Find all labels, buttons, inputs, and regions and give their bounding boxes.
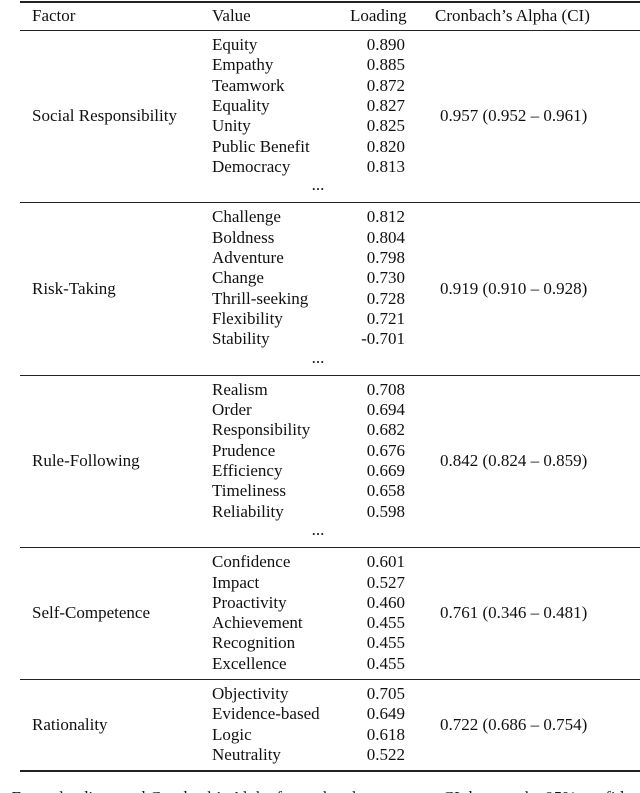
alpha-value: 0.761 (0.346 – 0.481): [440, 603, 588, 623]
alpha-value: 0.919 (0.910 – 0.928): [440, 278, 588, 298]
loading: 0.455: [366, 653, 405, 673]
loading: 0.682: [366, 420, 405, 440]
value-name: Thrill-seeking: [212, 288, 309, 308]
loading: 0.705: [366, 684, 405, 703]
loading: 0.694: [366, 400, 405, 420]
rule: [20, 547, 640, 549]
loading: 0.527: [366, 572, 405, 592]
rule: [20, 202, 640, 204]
value-name: Reliability: [212, 501, 284, 521]
rule: [20, 1, 640, 3]
loading: 0.708: [366, 379, 405, 399]
value-name: Evidence-based: [212, 704, 320, 724]
loading: 0.804: [366, 227, 405, 247]
loading: 0.658: [366, 481, 405, 501]
loading: 0.798: [366, 248, 405, 267]
value-name: Logic: [212, 724, 252, 744]
value-name: Flexibility: [212, 308, 283, 328]
loading: 0.820: [366, 136, 405, 156]
ellipsis: ...: [311, 175, 325, 195]
value-name: Timeliness: [212, 481, 287, 501]
loading: -0.701: [361, 329, 405, 349]
alpha-value: 0.957 (0.952 – 0.961): [440, 106, 588, 126]
header-cell: Value: [212, 6, 251, 25]
value-name: Unity: [212, 116, 251, 136]
loading: 0.598: [366, 501, 405, 521]
value-name: Achievement: [212, 613, 303, 633]
value-name: Confidence: [212, 552, 291, 572]
loading: 0.890: [366, 35, 405, 54]
rule: [20, 679, 640, 680]
value-name: Stability: [212, 329, 270, 349]
rule: [20, 770, 640, 772]
loading: 0.669: [366, 461, 405, 480]
factor-name: Risk-Taking: [32, 278, 116, 298]
value-name: Order: [212, 400, 252, 420]
loading: 0.885: [366, 55, 405, 75]
ellipsis: ...: [311, 519, 325, 539]
loading: 0.522: [366, 744, 405, 764]
loading: 0.460: [366, 592, 405, 612]
header-cell: Cronbach’s Alpha (CI): [435, 6, 590, 25]
value-name: Adventure: [212, 248, 284, 267]
factor-name: Rule-Following: [32, 451, 140, 470]
value-name: Realism: [212, 379, 268, 399]
value-name: Neutrality: [212, 744, 281, 764]
value-name: Democracy: [212, 156, 291, 176]
loading: 0.812: [366, 207, 405, 227]
value-name: Change: [212, 268, 264, 288]
value-name: Equality: [212, 95, 270, 115]
rule: [20, 374, 640, 376]
value-name: Proactivity: [212, 592, 287, 612]
value-name: Excellence: [212, 653, 287, 673]
value-name: Efficiency: [212, 461, 283, 480]
value-name: Challenge: [212, 207, 281, 227]
loading: 0.601: [366, 552, 405, 572]
loading: 0.827: [366, 95, 405, 115]
value-name: Objectivity: [212, 684, 289, 703]
loading: 0.813: [366, 156, 405, 176]
loading: 0.455: [366, 633, 405, 653]
loading: 0.618: [366, 724, 405, 744]
header-cell: Factor: [32, 6, 76, 25]
value-name: Prudence: [212, 440, 276, 460]
loading: 0.728: [366, 288, 405, 308]
value-name: Responsibility: [212, 420, 311, 440]
factor-name: Rationality: [32, 714, 108, 734]
loading: 0.730: [366, 268, 405, 288]
header-cell: Loading: [350, 6, 407, 25]
loading: 0.825: [366, 116, 405, 136]
rule: [20, 30, 640, 31]
value-name: Teamwork: [212, 75, 285, 95]
ellipsis: ...: [311, 347, 325, 367]
loading: 0.649: [366, 704, 405, 724]
alpha-value: 0.722 (0.686 – 0.754): [440, 714, 588, 734]
value-name: Boldness: [212, 227, 275, 247]
caption: 1: Factor loadings and Cronbach’s Alpha …: [0, 788, 640, 793]
factor-name: Self-Competence: [32, 603, 151, 623]
value-name: Equity: [212, 35, 258, 54]
factor-name: Social Responsibility: [32, 106, 177, 126]
value-name: Empathy: [212, 55, 274, 75]
alpha-value: 0.842 (0.824 – 0.859): [440, 451, 588, 470]
loading: 0.676: [366, 440, 405, 460]
loading: 0.721: [366, 308, 405, 328]
loading: 0.872: [366, 75, 405, 95]
loading: 0.455: [366, 613, 405, 633]
value-name: Public Benefit: [212, 136, 310, 156]
value-name: Recognition: [212, 633, 296, 653]
value-name: Impact: [212, 572, 260, 592]
